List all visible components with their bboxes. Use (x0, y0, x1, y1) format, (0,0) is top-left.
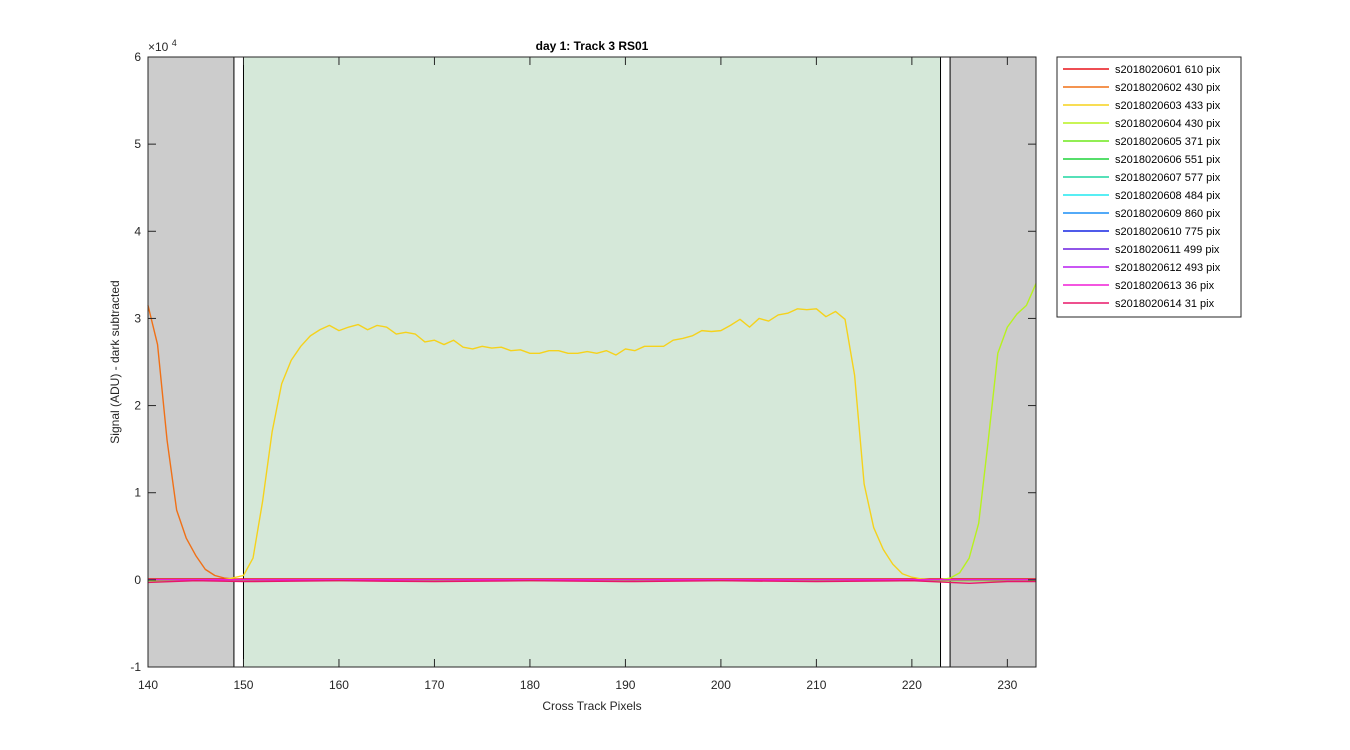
shaded-regions (148, 57, 1036, 667)
x-tick-label: 210 (806, 678, 826, 692)
legend-entry-13[interactable]: s2018020613 36 pix (1115, 280, 1215, 292)
x-tick-label: 190 (615, 678, 635, 692)
x-tick-label: 160 (329, 678, 349, 692)
x-tick-label: 230 (997, 678, 1017, 692)
y-axis-label: Signal (ADU) - dark subtracted (108, 280, 122, 443)
legend-entry-1[interactable]: s2018020601 610 pix (1115, 64, 1221, 76)
legend-entry-14[interactable]: s2018020614 31 pix (1115, 298, 1215, 310)
legend-entry-6[interactable]: s2018020606 551 pix (1115, 154, 1221, 166)
y-tick-label: 2 (134, 399, 141, 413)
x-tick-label: 180 (520, 678, 540, 692)
region-excluded-1 (950, 57, 1036, 667)
y-tick-label: 4 (134, 224, 141, 238)
legend-entry-2[interactable]: s2018020602 430 pix (1115, 82, 1221, 94)
legend-entry-10[interactable]: s2018020610 775 pix (1115, 226, 1221, 238)
y-tick-label: -1 (130, 660, 141, 674)
series-line-4 (148, 283, 1037, 581)
x-axis-label: Cross Track Pixels (542, 699, 641, 713)
region-excluded-0 (148, 57, 234, 667)
series-line-2 (147, 305, 1036, 581)
legend-entry-12[interactable]: s2018020612 493 pix (1115, 262, 1221, 274)
y-axis-exponent-base: ×10 (148, 40, 169, 54)
x-tick-label: 220 (902, 678, 922, 692)
axis-ticks: 140 150 160 170 180 190 200 210 220 230 -1 0 1 2 3 4 5 6 (130, 50, 1036, 692)
series-lines (147, 283, 1037, 585)
legend-entry-8[interactable]: s2018020608 484 pix (1115, 190, 1221, 202)
legend-entry-3[interactable]: s2018020603 433 pix (1115, 100, 1221, 112)
series-line-3 (224, 308, 951, 581)
legend-entry-9[interactable]: s2018020609 860 pix (1115, 208, 1221, 220)
legend-entry-11[interactable]: s2018020611 499 pix (1115, 244, 1220, 256)
y-axis-exponent: ×10 4 (148, 38, 177, 54)
legend-entry-5[interactable]: s2018020605 371 pix (1115, 136, 1221, 148)
y-tick-label: 1 (134, 486, 141, 500)
chart-title: day 1: Track 3 RS01 (536, 39, 649, 53)
y-tick-label: 0 (134, 573, 141, 587)
region-included-2 (243, 57, 941, 667)
y-tick-label: 3 (134, 311, 141, 325)
x-tick-label: 150 (233, 678, 253, 692)
y-axis-exponent-power: 4 (172, 38, 177, 48)
x-tick-label: 140 (138, 678, 158, 692)
legend-box (1056, 56, 1242, 318)
series-line-14 (147, 580, 1036, 585)
plot-area-frame (147, 56, 1037, 668)
y-tick-label: 6 (134, 50, 141, 64)
legend-entry-4[interactable]: s2018020604 430 pix (1115, 118, 1221, 130)
legend[interactable]: s2018020601 610 pix s2018020602 430 pix s2… (1056, 56, 1242, 318)
x-tick-label: 170 (424, 678, 444, 692)
legend-entry-7[interactable]: s2018020607 577 pix (1115, 172, 1221, 184)
y-tick-label: 5 (134, 137, 141, 151)
x-tick-label: 200 (711, 678, 731, 692)
boundary-box-1 (940, 56, 951, 668)
